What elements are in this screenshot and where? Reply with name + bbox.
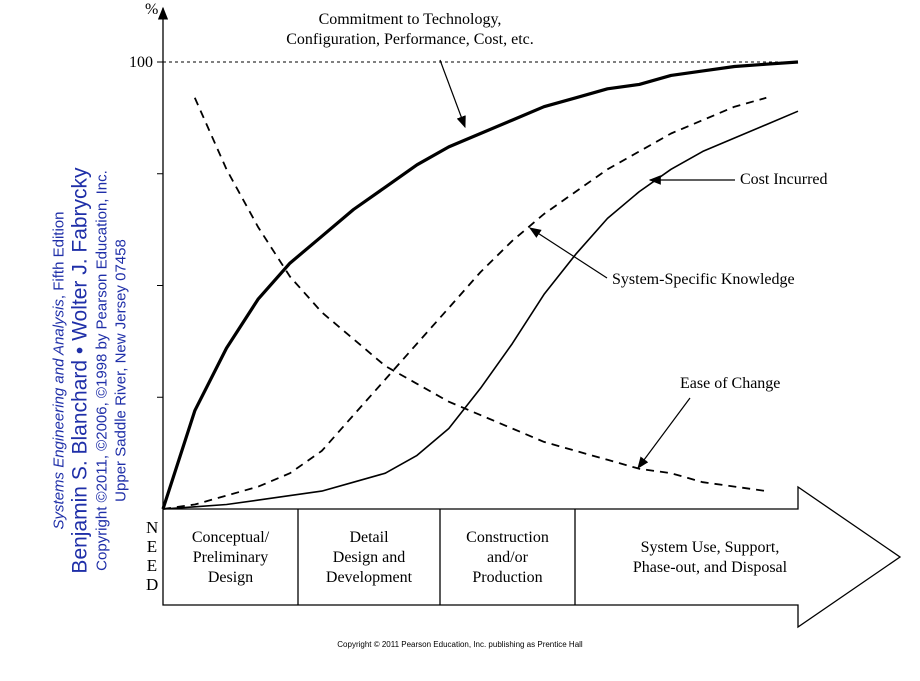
chart: % 100 xyxy=(129,1,902,629)
book-title: Systems Engineering and Analysis xyxy=(50,299,68,530)
copyright: Copyright ©2011, ©2006, ©1998 by Pearson… xyxy=(93,170,111,571)
authors: Benjamin S. Blanchard • Wolter J. Fabryc… xyxy=(68,167,92,574)
ease-label: Ease of Change xyxy=(680,375,781,392)
phase-arrow xyxy=(162,485,902,629)
phase: Construction and/or Production xyxy=(466,529,549,586)
y-axis-label: % xyxy=(145,1,158,18)
need-label: NEED xyxy=(146,518,159,594)
series-line xyxy=(162,110,799,510)
phase: Conceptual/ Preliminary Design xyxy=(191,529,270,586)
cost-label: Cost Incurred xyxy=(740,171,828,188)
page: % 100 Commitment to Technology, Configur… xyxy=(50,1,902,649)
address: Upper Saddle River, New Jersey 07458 xyxy=(112,239,130,502)
y-tick-label: 100 xyxy=(129,54,153,71)
phase: Detail Design and Development xyxy=(325,529,413,586)
edition: , Fifth Edition xyxy=(50,211,68,300)
series-line xyxy=(193,97,767,492)
footer: Copyright © 2011 Pearson Education, Inc.… xyxy=(337,640,583,649)
phase: System Use, Support, Phase-out, and Disp… xyxy=(632,539,788,576)
series-line xyxy=(161,60,799,510)
series-line xyxy=(162,96,767,510)
knowledge-label: System-Specific Knowledge xyxy=(612,271,795,288)
side-text: Systems Engineering and Analysis, Fifth … xyxy=(50,61,131,681)
annotation-arrows xyxy=(439,59,735,469)
commitment-label: Commitment to Technology, Configuration,… xyxy=(286,11,534,48)
